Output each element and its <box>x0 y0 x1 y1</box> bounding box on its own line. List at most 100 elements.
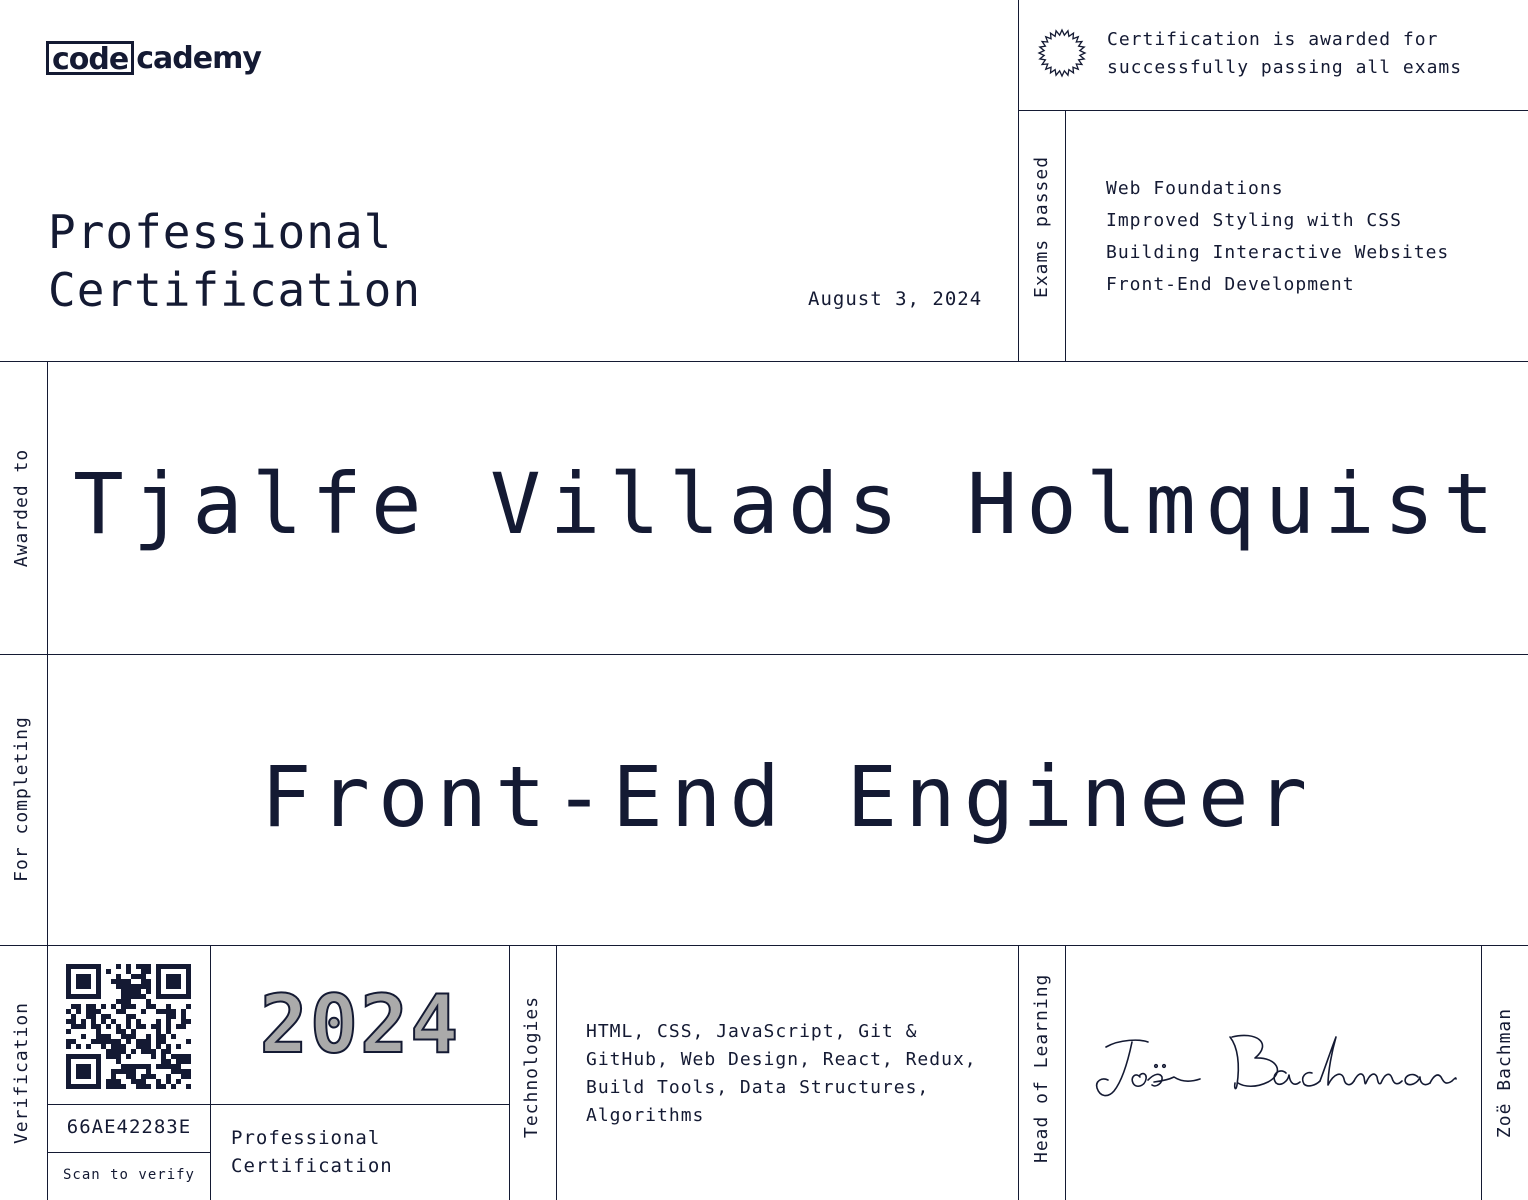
qr-module <box>176 1044 181 1049</box>
qr-code-icon[interactable] <box>66 964 191 1089</box>
qr-module <box>171 1084 176 1089</box>
qr-module <box>181 1069 186 1074</box>
qr-module <box>131 984 136 989</box>
qr-module <box>156 1009 161 1014</box>
qr-module <box>136 974 141 979</box>
qr-module <box>136 964 141 969</box>
qr-module <box>171 1069 176 1074</box>
qr-module <box>116 1079 121 1084</box>
logo-rest-text: cademy <box>136 40 262 76</box>
divider <box>210 945 211 1200</box>
qr-module <box>166 1024 171 1029</box>
qr-module <box>116 1069 121 1074</box>
qr-module <box>181 1059 186 1064</box>
qr-module <box>126 979 131 984</box>
verification-label: Verification <box>11 1001 32 1145</box>
qr-module <box>171 1014 176 1019</box>
qr-module <box>176 1054 181 1059</box>
qr-module <box>166 1014 171 1019</box>
qr-module <box>76 974 91 989</box>
footer-certification-title: Professional Certification <box>231 1124 393 1180</box>
qr-module <box>106 1024 111 1029</box>
for-completing-label: For completing <box>11 716 32 882</box>
qr-module <box>141 1064 146 1069</box>
qr-module <box>161 1084 166 1089</box>
qr-module <box>136 1019 141 1024</box>
qr-module <box>186 1019 191 1024</box>
qr-module <box>111 1049 116 1054</box>
qr-module <box>96 1039 101 1044</box>
qr-module <box>146 979 151 984</box>
seal-badge-icon <box>1037 28 1087 78</box>
footer-title-line-2: Certification <box>231 1155 393 1177</box>
divider <box>47 361 48 1200</box>
program-name: Front-End Engineer <box>260 748 1316 846</box>
qr-module <box>126 964 131 969</box>
qr-module <box>116 1044 121 1049</box>
qr-module <box>151 1004 156 1009</box>
qr-module <box>156 1024 161 1029</box>
qr-module <box>156 1029 161 1034</box>
qr-module <box>111 1054 116 1059</box>
qr-module <box>116 1054 121 1059</box>
qr-module <box>171 1034 176 1039</box>
qr-module <box>111 1084 116 1089</box>
technologies-label: Technologies <box>521 995 542 1138</box>
divider <box>48 1152 210 1153</box>
qr-module <box>176 1079 181 1084</box>
qr-module <box>81 1019 86 1024</box>
qr-module <box>121 1044 126 1049</box>
qr-module <box>106 1049 111 1054</box>
qr-module <box>96 1029 101 1034</box>
qr-module <box>121 1034 126 1039</box>
qr-module <box>81 1034 86 1039</box>
qr-module <box>71 1024 76 1029</box>
qr-module <box>131 974 136 979</box>
qr-module <box>116 964 121 969</box>
qr-module <box>186 1069 191 1074</box>
qr-module <box>116 1024 121 1029</box>
tech-line-4: Algorithms <box>586 1105 705 1126</box>
awarded-to-label: Awarded to <box>11 448 32 568</box>
qr-module <box>91 1019 96 1024</box>
divider <box>1018 945 1019 1200</box>
qr-module <box>141 974 146 979</box>
qr-module <box>186 1059 191 1064</box>
qr-module <box>166 1059 171 1064</box>
tech-line-1: HTML, CSS, JavaScript, Git & <box>586 1021 918 1042</box>
qr-module <box>121 1004 126 1009</box>
qr-module <box>141 964 146 969</box>
qr-module <box>136 1064 141 1069</box>
qr-module <box>146 1084 151 1089</box>
qr-module <box>66 1009 71 1014</box>
qr-module <box>76 1044 81 1049</box>
qr-module <box>121 999 126 1004</box>
qr-module <box>131 1064 136 1069</box>
qr-module <box>111 1004 116 1009</box>
qr-module <box>126 1074 131 1079</box>
qr-module <box>126 984 131 989</box>
divider <box>0 945 1528 946</box>
qr-module <box>126 1064 131 1069</box>
qr-module <box>101 1019 106 1024</box>
qr-module <box>76 1004 81 1009</box>
qr-module <box>121 1084 126 1089</box>
qr-module <box>131 1049 136 1054</box>
scan-to-verify-text: Scan to verify <box>62 1167 195 1183</box>
qr-module <box>106 1079 111 1084</box>
qr-module <box>126 1024 131 1029</box>
qr-module <box>106 1054 111 1059</box>
divider <box>1018 110 1528 111</box>
qr-module <box>186 1084 191 1089</box>
qr-module <box>131 1034 136 1039</box>
qr-module <box>101 1044 106 1049</box>
qr-module <box>91 1024 96 1029</box>
qr-module <box>126 1054 131 1059</box>
signatory-name: Zoë Bachman <box>1494 1007 1515 1139</box>
qr-module <box>146 964 151 969</box>
qr-module <box>141 1024 146 1029</box>
qr-module <box>111 979 116 984</box>
qr-module <box>111 1074 116 1079</box>
qr-module <box>156 1084 161 1089</box>
